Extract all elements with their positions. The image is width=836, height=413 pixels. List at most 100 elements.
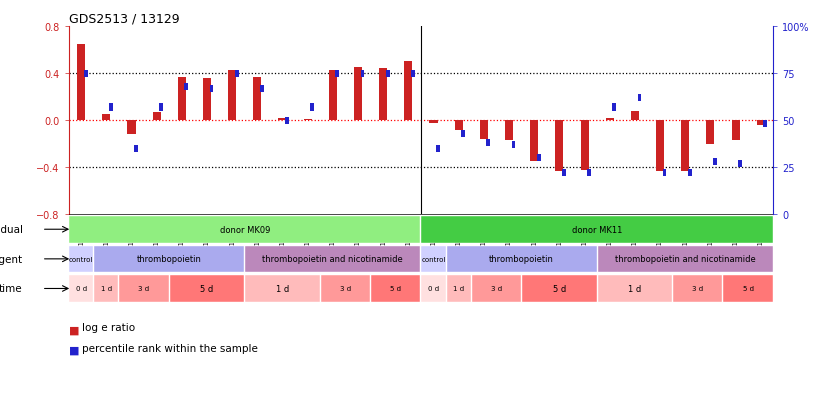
Text: thrombopoietin and nicotinamide: thrombopoietin and nicotinamide (614, 255, 756, 264)
Bar (69, 216, 421, 243)
Bar (461, 131, 465, 138)
Text: GDS2513 / 13129: GDS2513 / 13129 (69, 13, 179, 26)
Text: 3 d: 3 d (340, 286, 351, 292)
Bar (663, 170, 666, 177)
Bar (562, 170, 566, 177)
Text: donor MK11: donor MK11 (572, 225, 622, 234)
Bar (77, 45, 85, 121)
Bar (354, 68, 362, 121)
Text: agent: agent (0, 254, 23, 264)
Bar (303, 120, 312, 121)
Bar (706, 121, 715, 145)
Bar (421, 216, 772, 243)
Bar (472, 275, 521, 302)
Bar (278, 119, 287, 121)
Bar (598, 275, 672, 302)
Bar (763, 121, 767, 128)
Text: thrombopoietin: thrombopoietin (137, 255, 201, 264)
Bar (688, 170, 691, 177)
Bar (185, 83, 188, 90)
Bar (487, 140, 490, 147)
Text: 0 d: 0 d (428, 286, 439, 292)
Bar (411, 70, 415, 77)
Text: 5 d: 5 d (553, 284, 566, 293)
Bar (335, 70, 339, 77)
Bar (210, 85, 213, 93)
Text: 1 d: 1 d (453, 286, 464, 292)
Bar (605, 119, 614, 121)
Bar (436, 145, 440, 153)
Bar (94, 275, 119, 302)
Bar (522, 275, 597, 302)
Bar (638, 95, 641, 102)
Bar (329, 70, 337, 121)
Bar (480, 121, 488, 140)
Bar (505, 121, 513, 141)
Bar (598, 246, 772, 273)
Text: 5 d: 5 d (201, 284, 214, 293)
Bar (69, 275, 94, 302)
Text: percentile rank within the sample: percentile rank within the sample (82, 343, 257, 353)
Text: 1 d: 1 d (101, 286, 112, 292)
Bar (421, 275, 446, 302)
Bar (738, 161, 742, 168)
Text: log e ratio: log e ratio (82, 323, 135, 332)
Bar (681, 121, 689, 171)
Text: donor MK09: donor MK09 (220, 225, 270, 234)
Text: thrombopoietin and nicotinamide: thrombopoietin and nicotinamide (263, 255, 403, 264)
Bar (512, 142, 516, 149)
Bar (203, 78, 211, 121)
Text: 3 d: 3 d (491, 286, 502, 292)
Bar (245, 275, 319, 302)
Bar (631, 112, 639, 121)
Bar (430, 121, 437, 123)
Bar (170, 275, 244, 302)
Bar (446, 275, 471, 302)
Bar (555, 121, 563, 171)
Bar (127, 121, 135, 135)
Bar (455, 121, 462, 130)
Text: time: time (0, 284, 23, 294)
Bar (228, 70, 237, 121)
Bar (94, 246, 244, 273)
Bar (673, 275, 722, 302)
Text: individual: individual (0, 225, 23, 235)
Text: 3 d: 3 d (692, 286, 703, 292)
Text: 5 d: 5 d (390, 286, 401, 292)
Text: ■: ■ (69, 345, 83, 355)
Bar (421, 246, 446, 273)
Bar (153, 113, 161, 121)
Bar (245, 246, 421, 273)
Bar (285, 117, 289, 124)
Bar (310, 104, 314, 111)
Text: 5 d: 5 d (742, 286, 753, 292)
Bar (120, 275, 169, 302)
Bar (587, 170, 591, 177)
Bar (235, 70, 238, 77)
Bar (371, 275, 421, 302)
Bar (612, 104, 616, 111)
Bar (134, 145, 138, 153)
Bar (405, 62, 412, 121)
Bar (178, 77, 186, 121)
Bar (757, 121, 765, 126)
Bar (713, 159, 716, 166)
Text: ■: ■ (69, 325, 83, 335)
Bar (84, 70, 88, 77)
Text: control: control (421, 256, 446, 262)
Text: 1 d: 1 d (276, 284, 289, 293)
Bar (360, 70, 364, 77)
Bar (160, 104, 163, 111)
Bar (321, 275, 370, 302)
Bar (69, 246, 94, 273)
Bar (386, 70, 390, 77)
Bar (723, 275, 772, 302)
Bar (446, 246, 597, 273)
Text: control: control (69, 256, 94, 262)
Bar (530, 121, 538, 162)
Bar (109, 104, 113, 111)
Bar (580, 121, 589, 170)
Bar (537, 155, 541, 162)
Bar (253, 77, 262, 121)
Text: 1 d: 1 d (628, 284, 641, 293)
